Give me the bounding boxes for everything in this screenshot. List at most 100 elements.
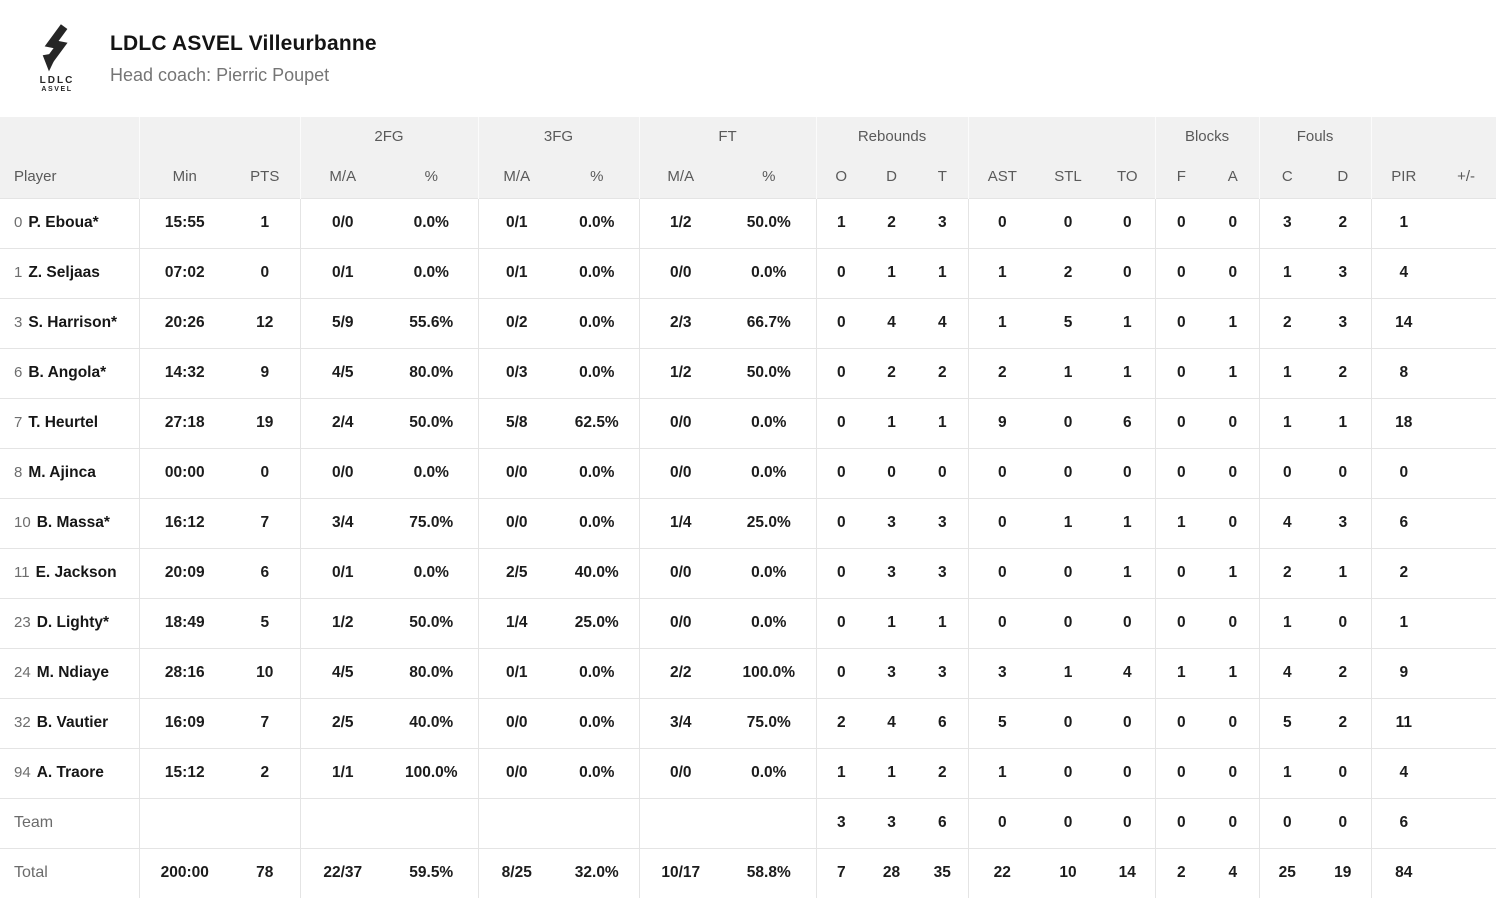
stat-cell: 0 xyxy=(230,447,300,498)
player-cell: 32 B. Vautier xyxy=(0,697,139,748)
team-header-text: LDLC ASVEL Villeurbanne Head coach: Pier… xyxy=(110,32,377,86)
box-score-table: 2FG 3FG FT Rebounds Blocks Fouls Player Min PTS M… xyxy=(0,117,1496,898)
stat-cell: 78 xyxy=(230,847,300,898)
stat-cell: 1 xyxy=(917,597,969,648)
stat-cell: 0 xyxy=(1154,697,1208,748)
column-header: Player xyxy=(0,155,139,198)
stat-cell: 1/2 xyxy=(638,197,722,248)
stat-cell: 2 xyxy=(1036,247,1101,298)
stat-cell xyxy=(1436,597,1496,648)
stat-cell xyxy=(1436,297,1496,348)
stat-cell xyxy=(555,797,639,848)
stat-cell: 4 xyxy=(1258,647,1316,698)
stat-cell: 15:55 xyxy=(138,197,230,248)
stat-cell: 4 xyxy=(866,697,918,748)
stat-cell: 0/1 xyxy=(477,247,555,298)
player-row: 8 M. Ajinca 00:00 0 0/0 0.0% 0/0 0.0% 0/0 0.0% 0 0 0… xyxy=(0,447,1496,498)
column-header: STL xyxy=(1036,155,1101,198)
stat-cell: 0.0% xyxy=(722,547,817,598)
column-header: PTS xyxy=(230,155,300,198)
stat-cell: 9 xyxy=(230,347,300,398)
stat-cell: 0 xyxy=(1315,797,1372,848)
stat-cell: 2 xyxy=(815,697,867,748)
stat-cell: 9 xyxy=(967,397,1037,448)
stat-cell: 200:00 xyxy=(138,847,230,898)
stat-cell: 3 xyxy=(866,647,918,698)
stat-cell: 0.0% xyxy=(385,197,478,248)
column-header: F xyxy=(1154,155,1208,198)
stat-cell xyxy=(1436,247,1496,298)
stat-cell: 0 xyxy=(1100,197,1156,248)
stat-cell xyxy=(722,797,817,848)
stat-cell: 0.0% xyxy=(722,447,817,498)
stat-cell: 1 xyxy=(1154,497,1208,548)
column-group-header: 2FG xyxy=(299,117,478,155)
stat-cell: 0 xyxy=(1036,547,1101,598)
stat-cell: 0 xyxy=(866,447,918,498)
stat-cell: 0 xyxy=(815,447,867,498)
stat-cell: 3 xyxy=(917,647,969,698)
stat-cell: 2/3 xyxy=(638,297,722,348)
stat-cell: 2 xyxy=(1315,697,1372,748)
stat-cell: 4 xyxy=(1100,647,1156,698)
stat-cell: 0 xyxy=(1207,197,1260,248)
stat-cell: 0/1 xyxy=(299,247,385,298)
column-group-header xyxy=(138,117,300,155)
stat-cell: 1 xyxy=(815,197,867,248)
stat-cell: 0 xyxy=(1207,497,1260,548)
stat-cell: 100.0% xyxy=(385,747,478,798)
stat-cell: 0 xyxy=(1154,547,1208,598)
jersey-number: 7 xyxy=(14,414,23,431)
starter-marker: * xyxy=(100,364,107,381)
stat-cell: 0 xyxy=(1036,447,1101,498)
stat-cell: 5 xyxy=(1036,297,1101,348)
stat-cell: 32.0% xyxy=(555,847,639,898)
stat-cell: 0.0% xyxy=(722,597,817,648)
stat-cell: 0/0 xyxy=(638,247,722,298)
stat-cell xyxy=(1436,397,1496,448)
stat-cell: 50.0% xyxy=(385,397,478,448)
stat-cell: 0 xyxy=(1100,597,1156,648)
stat-cell: 14 xyxy=(1370,297,1437,348)
stat-cell: 1 xyxy=(917,397,969,448)
stat-cell: 3 xyxy=(1315,497,1372,548)
stat-cell: 5 xyxy=(967,697,1037,748)
stat-cell: 0 xyxy=(967,597,1037,648)
stat-cell: 1 xyxy=(967,297,1037,348)
stat-cell: 10/17 xyxy=(638,847,722,898)
stat-cell: 0.0% xyxy=(555,297,639,348)
player-cell: 24 M. Ndiaye xyxy=(0,647,139,698)
stat-cell: 0/0 xyxy=(299,197,385,248)
player-name: B. Vautier xyxy=(36,714,109,731)
column-header: T xyxy=(917,155,969,198)
stat-cell: 0 xyxy=(815,647,867,698)
stat-cell: 0/0 xyxy=(638,447,722,498)
stat-cell: 1 xyxy=(1258,597,1316,648)
stat-cell: 0.0% xyxy=(555,497,639,548)
stat-cell: 1 xyxy=(1100,497,1156,548)
stat-cell: 3 xyxy=(1315,297,1372,348)
column-header: C xyxy=(1258,155,1316,198)
stat-cell: 10 xyxy=(230,647,300,698)
stat-cell: 55.6% xyxy=(385,297,478,348)
team-logo: LDLC ASVEL xyxy=(30,23,84,94)
player-cell: 8 M. Ajinca xyxy=(0,447,139,498)
stat-cell: 18 xyxy=(1370,397,1437,448)
stat-cell: 1 xyxy=(1100,347,1156,398)
stat-cell: 0/0 xyxy=(638,397,722,448)
stat-cell: 80.0% xyxy=(385,347,478,398)
stat-cell: 2 xyxy=(1258,547,1316,598)
stat-cell: 5/9 xyxy=(299,297,385,348)
stat-cell xyxy=(230,797,300,848)
stat-cell: 1/4 xyxy=(477,597,555,648)
stat-cell xyxy=(1436,547,1496,598)
stat-cell: 0 xyxy=(815,597,867,648)
stat-cell: 0 xyxy=(1154,297,1208,348)
total-row: Total 200:00 78 22/37 59.5% 8/25 32.0% 10/17 58.… xyxy=(0,847,1496,898)
player-name: D. Lighty xyxy=(36,614,103,631)
stat-cell: 0 xyxy=(1258,797,1316,848)
stat-cell xyxy=(299,797,385,848)
stat-cell: 0 xyxy=(1036,197,1101,248)
stat-cell: 0 xyxy=(1207,797,1260,848)
stat-cell: 25.0% xyxy=(555,597,639,648)
